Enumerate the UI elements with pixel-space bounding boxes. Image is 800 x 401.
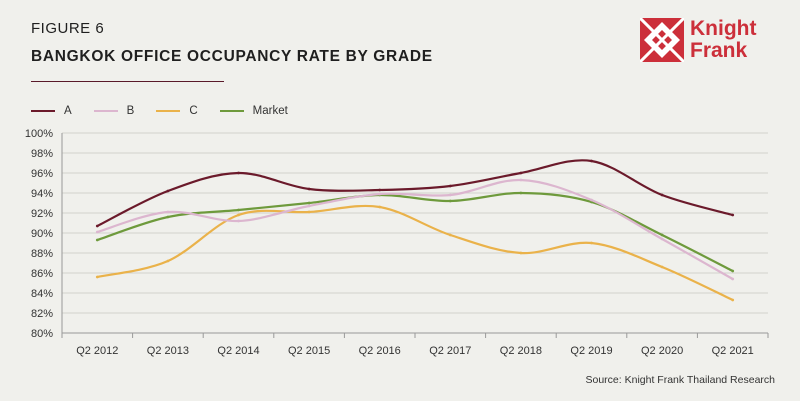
series-line-c bbox=[96, 204, 734, 302]
y-tick-label: 88% bbox=[31, 248, 53, 260]
data-point-market bbox=[166, 215, 170, 219]
x-tick-label: Q2 2014 bbox=[217, 345, 259, 357]
y-tick-label: 98% bbox=[31, 148, 53, 160]
data-point-c bbox=[307, 210, 311, 214]
chart-legend: A B C Market bbox=[31, 103, 310, 119]
data-point-market bbox=[95, 238, 99, 242]
legend-item-b: B bbox=[93, 105, 135, 117]
data-point-a bbox=[378, 188, 382, 192]
knight-frank-logo: Knight Frank bbox=[640, 18, 780, 68]
data-point-a bbox=[660, 193, 664, 197]
logo-line-1: Knight bbox=[690, 17, 757, 40]
legend-item-a: A bbox=[31, 105, 72, 117]
series-line-b bbox=[96, 178, 734, 281]
data-point-b bbox=[237, 219, 240, 223]
x-tick-label: Q2 2012 bbox=[76, 345, 118, 357]
data-point-c bbox=[166, 259, 170, 263]
legend-swatch bbox=[93, 110, 118, 112]
data-point-market bbox=[237, 208, 240, 212]
data-point-b bbox=[519, 178, 523, 182]
logo-line-2: Frank bbox=[690, 39, 748, 62]
data-point-c bbox=[95, 275, 99, 279]
data-point-a bbox=[307, 187, 311, 191]
x-tick-label: Q2 2019 bbox=[570, 345, 612, 357]
data-point-a bbox=[95, 224, 99, 228]
legend-label: A bbox=[64, 105, 72, 117]
data-point-market bbox=[660, 233, 664, 237]
title-underline bbox=[31, 81, 224, 82]
legend-swatch bbox=[219, 110, 244, 112]
legend-item-c: C bbox=[156, 105, 198, 117]
data-point-a bbox=[448, 184, 452, 188]
data-point-b bbox=[448, 193, 452, 197]
y-tick-label: 82% bbox=[31, 308, 53, 320]
data-point-market bbox=[731, 269, 735, 273]
logo-mark-icon bbox=[640, 18, 684, 62]
y-tick-label: 90% bbox=[31, 228, 53, 240]
legend-item-market: Market bbox=[219, 105, 288, 117]
x-tick-label: Q2 2021 bbox=[712, 345, 754, 357]
data-point-c bbox=[590, 241, 593, 245]
series-line-market bbox=[96, 191, 734, 273]
data-point-b bbox=[95, 230, 99, 234]
y-tick-label: 92% bbox=[31, 208, 53, 220]
legend-label: Market bbox=[252, 105, 288, 117]
data-point-b bbox=[731, 277, 735, 281]
y-tick-label: 84% bbox=[31, 288, 53, 300]
legend-swatch bbox=[156, 110, 181, 112]
data-point-b bbox=[660, 237, 664, 241]
data-point-b bbox=[307, 204, 311, 208]
series-line-a bbox=[96, 159, 734, 228]
chart-title: BANGKOK OFFICE OCCUPANCY RATE BY GRADE bbox=[31, 48, 433, 65]
x-tick-label: Q2 2016 bbox=[359, 345, 401, 357]
y-tick-label: 94% bbox=[31, 188, 53, 200]
y-tick-label: 100% bbox=[25, 128, 53, 140]
data-point-c bbox=[731, 298, 735, 302]
data-point-b bbox=[590, 198, 593, 202]
data-point-market bbox=[307, 201, 311, 205]
x-tick-label: Q2 2015 bbox=[288, 345, 330, 357]
legend-label: B bbox=[126, 105, 135, 117]
data-point-c bbox=[660, 265, 664, 269]
legend-label: C bbox=[189, 105, 198, 117]
data-point-market bbox=[448, 199, 452, 203]
data-point-a bbox=[519, 171, 523, 175]
y-tick-label: 86% bbox=[31, 268, 53, 280]
data-point-a bbox=[731, 213, 735, 217]
x-tick-label: Q2 2013 bbox=[147, 345, 189, 357]
figure-label: FIGURE 6 bbox=[31, 20, 105, 37]
data-point-b bbox=[378, 192, 382, 196]
data-point-a bbox=[237, 171, 240, 175]
x-tick-label: Q2 2020 bbox=[641, 345, 683, 357]
data-point-b bbox=[166, 210, 170, 214]
data-point-a bbox=[590, 159, 593, 163]
data-point-c bbox=[237, 213, 240, 217]
y-tick-label: 96% bbox=[31, 168, 53, 180]
source-note: Source: Knight Frank Thailand Research bbox=[585, 374, 776, 386]
y-tick-label: 80% bbox=[31, 328, 53, 340]
data-point-a bbox=[166, 189, 170, 193]
logo-wordmark: Knight Frank bbox=[690, 18, 756, 62]
data-point-c bbox=[519, 251, 523, 255]
data-point-market bbox=[519, 191, 523, 195]
legend-swatch bbox=[31, 110, 55, 112]
x-tick-label: Q2 2018 bbox=[500, 345, 542, 357]
data-point-c bbox=[448, 233, 452, 237]
x-tick-label: Q2 2017 bbox=[429, 345, 471, 357]
data-point-c bbox=[378, 205, 382, 209]
